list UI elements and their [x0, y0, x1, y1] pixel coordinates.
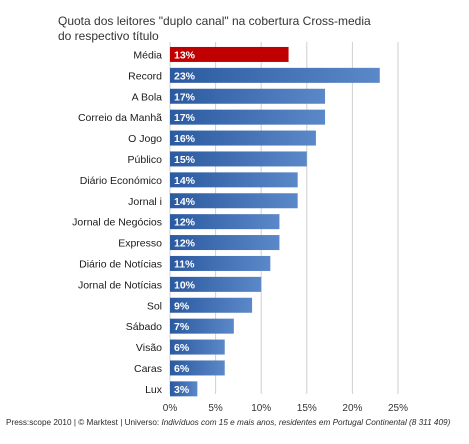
bar: [170, 214, 280, 230]
bar: [170, 130, 316, 146]
bar: [170, 297, 253, 313]
value-label: 11%: [174, 258, 195, 270]
bar: [170, 193, 298, 209]
x-tick-label: 0%: [163, 403, 178, 414]
bar: [170, 235, 280, 251]
bar: [170, 276, 262, 292]
value-label: 17%: [174, 112, 196, 124]
bar: [170, 360, 225, 376]
category-label: Diário Económico: [80, 175, 162, 187]
x-tick-label: 5%: [208, 403, 223, 414]
category-label: Jornal de Negócios: [72, 217, 162, 229]
category-label: Lux: [145, 384, 163, 396]
bar: [170, 88, 326, 104]
bar: [170, 255, 271, 271]
value-label: 6%: [174, 363, 190, 375]
value-label: 16%: [174, 133, 196, 145]
value-labels: 13% 23% 17% 17% 16% 15% 14% 14% 12% 12% 11% 10% 9% 7%…: [174, 49, 196, 395]
bar: [170, 109, 326, 125]
value-label: 14%: [174, 196, 196, 208]
value-label: 9%: [174, 300, 190, 312]
category-labels: Média Record A Bola Correio da Manhã O Jogo P…: [72, 49, 163, 395]
chart-title-line-1: Quota dos leitores "duplo canal" na cobe…: [58, 14, 371, 28]
x-axis-ticks: 0% 5% 10% 15% 20% 25%: [163, 403, 408, 414]
category-label: Diário de Notícias: [79, 258, 162, 270]
value-label: 7%: [174, 321, 190, 333]
bar: [170, 46, 289, 62]
category-label: Caras: [134, 363, 162, 375]
value-label: 3%: [174, 384, 190, 396]
chart-title-line-2: do respectivo título: [58, 29, 159, 43]
x-tick-label: 15%: [297, 403, 317, 414]
category-label: Jornal de Notícias: [78, 279, 162, 291]
category-label: Expresso: [118, 238, 162, 250]
value-label: 10%: [174, 279, 196, 291]
bar: [170, 172, 298, 188]
bar: [170, 67, 380, 83]
bars: [170, 46, 380, 397]
category-label: Correio da Manhã: [78, 112, 162, 124]
category-label: Sol: [147, 300, 162, 312]
category-label: A Bola: [132, 91, 163, 103]
x-tick-label: 10%: [251, 403, 271, 414]
category-label: O Jogo: [128, 133, 162, 145]
bar: [170, 151, 307, 167]
footer-universe: Indivíduos com 15 e mais anos, residente…: [161, 418, 451, 427]
bar: [170, 339, 225, 355]
value-label: 17%: [174, 91, 196, 103]
category-label: Público: [128, 154, 163, 166]
footer-source: Press:scope 2010 | © Marktest | Universo…: [6, 418, 162, 427]
value-label: 23%: [174, 70, 196, 82]
category-label: Média: [133, 49, 162, 61]
source-footer: Press:scope 2010 | © Marktest | Universo…: [6, 418, 468, 427]
value-label: 14%: [174, 175, 196, 187]
x-tick-label: 25%: [388, 403, 408, 414]
bar: [170, 381, 198, 397]
chart-title: Quota dos leitores "duplo canal" na cobe…: [58, 14, 398, 44]
value-label: 13%: [174, 49, 196, 61]
category-label: Sábado: [126, 321, 162, 333]
bar: [170, 318, 234, 334]
category-label: Record: [128, 70, 162, 82]
x-tick-label: 20%: [342, 403, 362, 414]
value-label: 6%: [174, 342, 190, 354]
value-label: 12%: [174, 217, 196, 229]
value-label: 15%: [174, 154, 196, 166]
value-label: 12%: [174, 238, 196, 250]
category-label: Visão: [136, 342, 162, 354]
category-label: Jornal i: [128, 196, 162, 208]
